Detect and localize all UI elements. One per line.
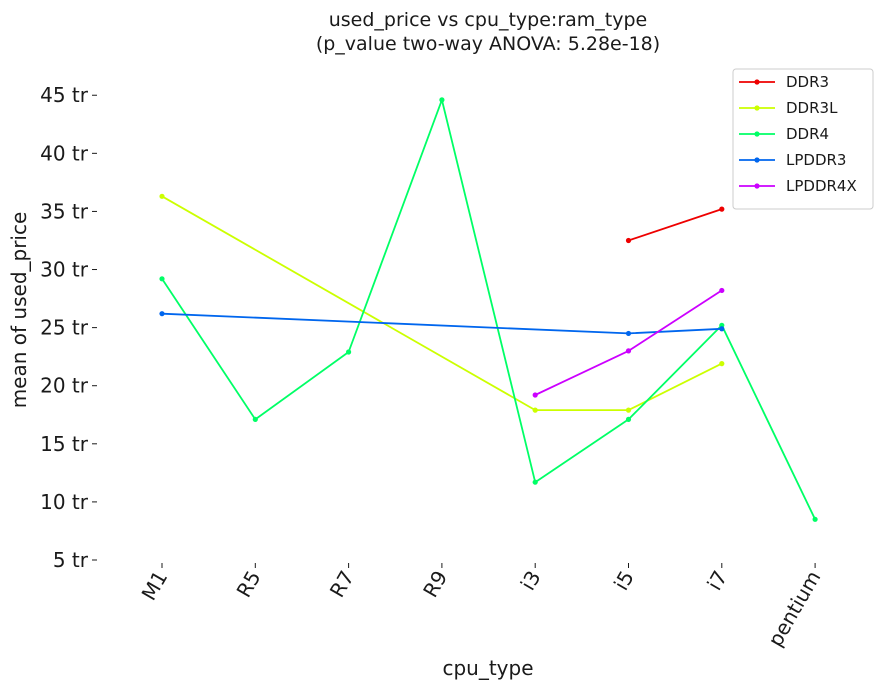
y-axis: 5 tr 10 tr 15 tr 20 tr 25 tr 30 tr 35 tr 40 tr 4…	[40, 83, 97, 572]
legend-marker-ddr4	[754, 131, 760, 137]
series-ddr3l	[159, 193, 725, 413]
y-tick-label: 15 tr	[40, 432, 89, 456]
series-layer	[159, 97, 818, 522]
legend-marker-lpddr3	[754, 157, 760, 163]
legend: DDR3 DDR3L DDR4 LPDDR3 LPDDR4X	[732, 68, 874, 210]
data-point-ddr3l	[719, 361, 725, 367]
series-line-ddr4	[161, 99, 816, 520]
data-point-lpddr4x	[625, 348, 632, 354]
legend-marker-ddr3l	[754, 105, 760, 111]
chart-title-line2: (p_value two-way ANOVA: 5.28e-18)	[316, 33, 660, 55]
data-point-ddr3l	[532, 407, 538, 413]
y-tick-label: 35 tr	[40, 199, 89, 223]
data-point-ddr4	[625, 416, 632, 423]
legend-label-ddr3: DDR3	[786, 73, 829, 91]
data-point-ddr4	[346, 349, 352, 355]
series-line-ddr3	[628, 208, 723, 242]
y-tick-label: 45 tr	[40, 83, 89, 107]
data-point-lpddr4x	[532, 392, 538, 398]
series-ddr4	[159, 97, 818, 522]
series-ddr3	[625, 206, 725, 244]
data-point-ddr4	[159, 276, 165, 282]
legend-label-ddr3l: DDR3L	[786, 99, 838, 117]
data-point-ddr4	[812, 516, 818, 522]
legend-label-ddr4: DDR4	[786, 125, 829, 143]
y-tick-label: 25 tr	[40, 316, 89, 340]
legend-label-lpddr4x: LPDDR4X	[786, 177, 857, 195]
y-tick-label: 30 tr	[40, 258, 89, 282]
data-point-lpddr3	[159, 311, 165, 317]
data-point-lpddr3	[719, 326, 725, 332]
y-tick-label: 40 tr	[40, 141, 89, 165]
chart-title-line1: used_price vs cpu_type:ram_type	[329, 9, 648, 31]
data-point-lpddr3	[625, 330, 632, 337]
y-tick-label: 10 tr	[40, 490, 89, 514]
legend-box	[732, 68, 874, 210]
data-point-ddr4	[252, 416, 258, 423]
legend-marker-lpddr4x	[754, 183, 760, 189]
data-point-ddr3	[719, 206, 725, 212]
y-tick-label: 20 tr	[40, 374, 89, 398]
legend-marker-ddr3	[754, 79, 760, 85]
data-point-ddr4	[439, 97, 445, 103]
series-line-ddr3l	[161, 195, 723, 412]
data-point-ddr3l	[159, 193, 165, 199]
legend-label-lpddr3: LPDDR3	[786, 151, 846, 169]
series-lpddr4x	[532, 287, 725, 398]
data-point-ddr3	[625, 237, 632, 244]
data-point-lpddr4x	[719, 287, 725, 294]
data-point-ddr3l	[625, 407, 632, 413]
y-tick-label: 5 tr	[53, 548, 89, 572]
series-lpddr3	[159, 311, 725, 337]
y-axis-label: mean of used_price	[7, 212, 31, 409]
data-point-ddr4	[532, 479, 538, 485]
x-axis-label: cpu_type	[442, 656, 533, 680]
